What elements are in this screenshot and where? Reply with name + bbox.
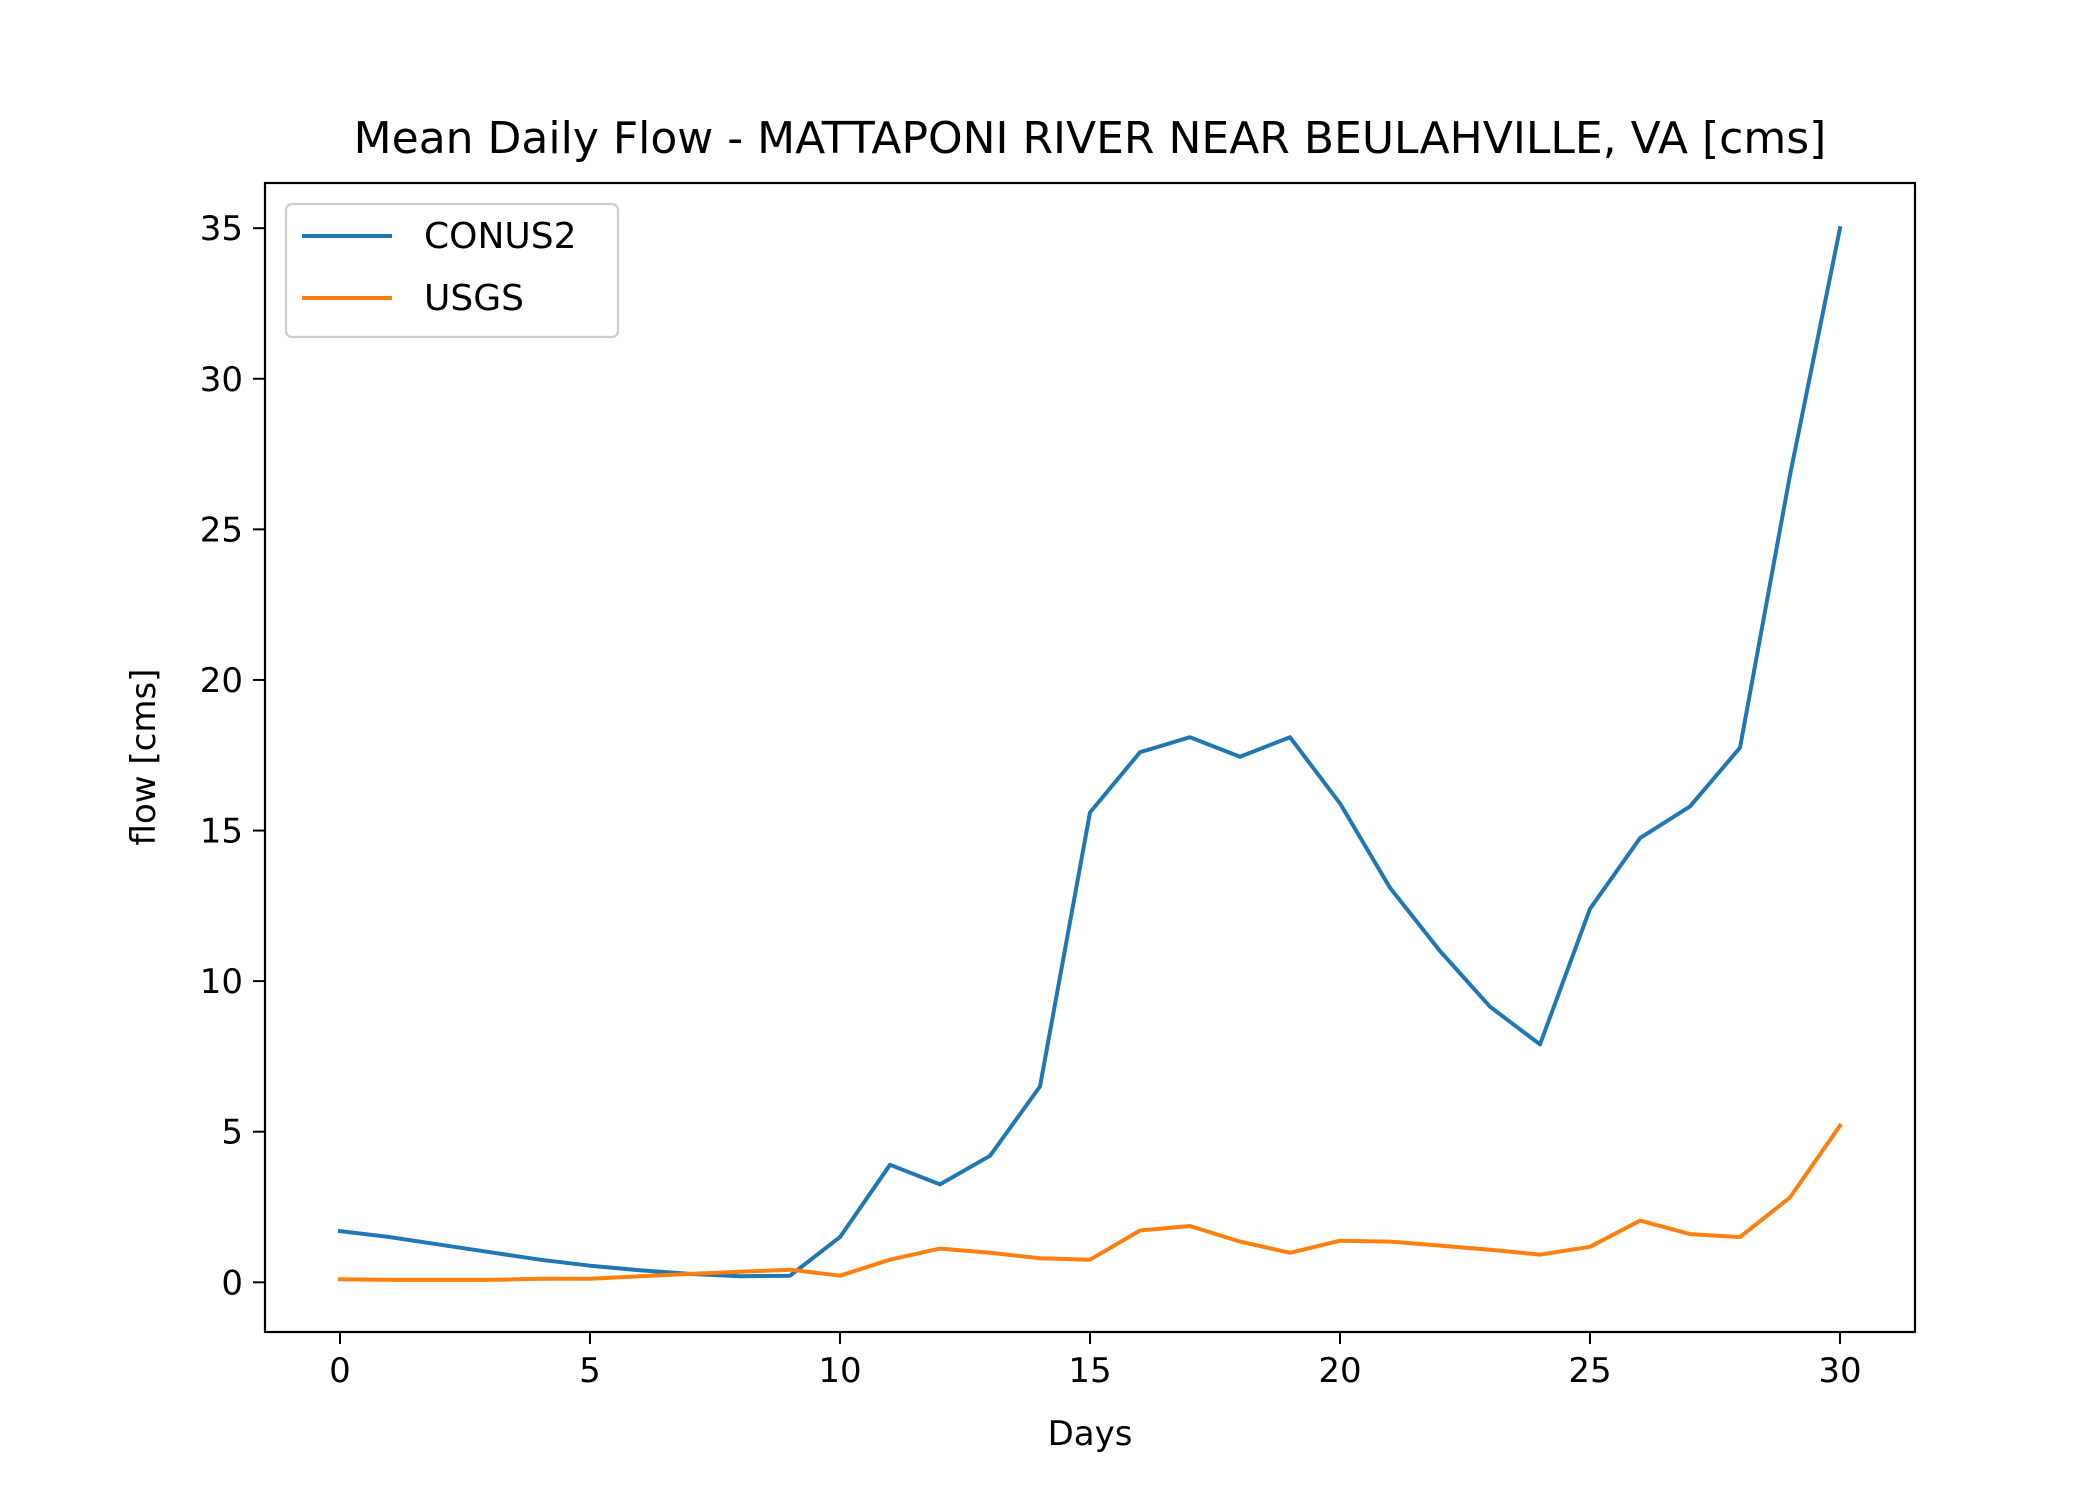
legend: CONUS2 USGS — [284, 202, 620, 339]
x-axis-label: Days — [1048, 1414, 1133, 1454]
y-tick-label: 25 — [200, 510, 243, 550]
y-axis-label: flow [cms] — [124, 669, 164, 846]
x-tick-label: 25 — [1568, 1351, 1611, 1391]
y-axis: 0 5 10 15 20 25 30 35 — [200, 209, 265, 1303]
y-tick-label: 0 — [221, 1263, 243, 1303]
x-axis: 0 5 10 15 20 25 30 — [329, 1332, 1862, 1391]
legend-label-conus2: CONUS2 — [424, 216, 577, 257]
x-tick-label: 0 — [329, 1351, 351, 1391]
series-line-usgs — [337, 1122, 1843, 1282]
series-line-conus2 — [337, 225, 1843, 1279]
y-tick-label: 30 — [200, 360, 243, 400]
plot-frame — [263, 181, 1917, 1334]
series-layer — [337, 225, 1843, 1282]
y-tick-label: 35 — [200, 209, 243, 249]
x-tick-label: 5 — [579, 1351, 601, 1391]
x-tick-label: 15 — [1068, 1351, 1111, 1391]
chart-title: Mean Daily Flow - MATTAPONI RIVER NEAR B… — [354, 113, 1827, 164]
x-tick-label: 30 — [1818, 1351, 1861, 1391]
legend-label-usgs: USGS — [424, 278, 524, 319]
y-tick-label: 20 — [200, 661, 243, 701]
y-tick-label: 15 — [200, 812, 243, 852]
y-tick-label: 10 — [200, 962, 243, 1002]
y-tick-label: 5 — [221, 1113, 243, 1153]
x-tick-label: 20 — [1318, 1351, 1361, 1391]
x-tick-label: 10 — [818, 1351, 861, 1391]
